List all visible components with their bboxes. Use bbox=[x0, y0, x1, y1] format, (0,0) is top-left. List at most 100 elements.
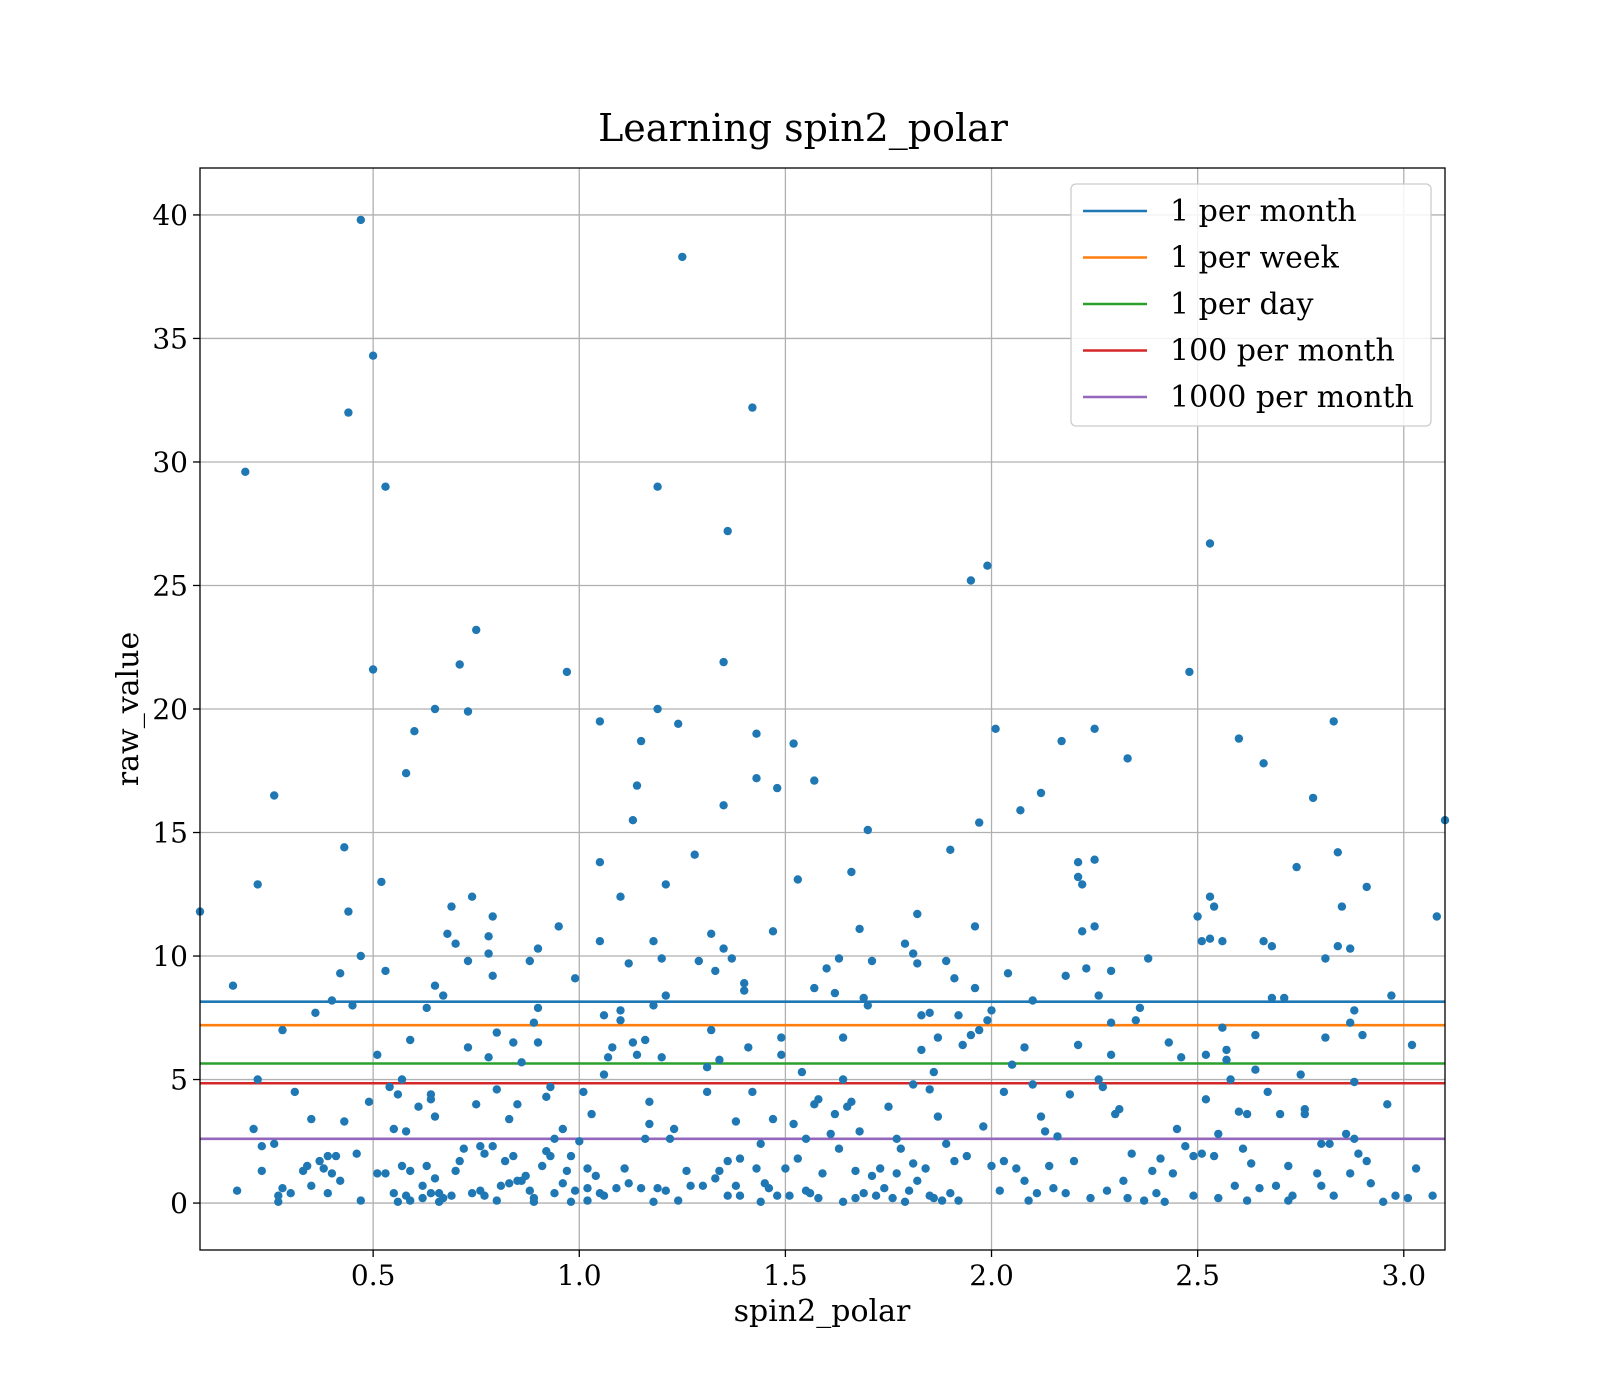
scatter-point bbox=[649, 1001, 658, 1010]
scatter-point bbox=[521, 1171, 530, 1181]
scatter-point bbox=[373, 1050, 382, 1060]
scatter-point bbox=[954, 1196, 963, 1205]
scatter-point bbox=[641, 1134, 650, 1144]
x-tick-label: 2.0 bbox=[969, 1259, 1014, 1292]
scatter-point bbox=[1222, 1045, 1231, 1055]
legend-box bbox=[1070, 183, 1432, 427]
scatter-point bbox=[599, 1011, 609, 1020]
scatter-point bbox=[278, 1184, 287, 1193]
scatter-point bbox=[488, 1142, 497, 1151]
scatter-point bbox=[987, 1161, 996, 1171]
scatter-point bbox=[1222, 1055, 1231, 1065]
scatter-point bbox=[1292, 862, 1301, 872]
scatter-point bbox=[810, 776, 819, 785]
scatter-point bbox=[983, 1016, 992, 1025]
scatter-point bbox=[735, 1154, 745, 1163]
scatter-point bbox=[566, 1151, 576, 1161]
scatter-point bbox=[1189, 1151, 1198, 1161]
scatter-point bbox=[406, 1196, 415, 1205]
scatter-point bbox=[270, 791, 279, 800]
scatter-point bbox=[575, 1137, 584, 1146]
scatter-point bbox=[661, 991, 670, 1000]
scatter-point bbox=[533, 1038, 543, 1047]
scatter-point bbox=[406, 1035, 415, 1045]
scatter-point bbox=[1168, 1169, 1178, 1178]
scatter-point bbox=[797, 1067, 807, 1077]
scatter-point bbox=[542, 1092, 551, 1102]
scatter-point bbox=[826, 1129, 835, 1139]
x-tick-label: 1.5 bbox=[763, 1259, 808, 1292]
scatter-point bbox=[422, 1003, 431, 1013]
scatter-point bbox=[480, 1149, 489, 1158]
scatter-point bbox=[702, 1063, 712, 1072]
scatter-point bbox=[348, 1001, 357, 1010]
scatter-point bbox=[587, 1109, 596, 1119]
scatter-point bbox=[1428, 1191, 1437, 1200]
scatter-point bbox=[1073, 858, 1083, 867]
scatter-point bbox=[311, 1008, 320, 1017]
scatter-point bbox=[430, 1174, 440, 1183]
scatter-point bbox=[368, 665, 378, 674]
scatter-point bbox=[381, 1169, 390, 1178]
scatter-point bbox=[653, 1184, 662, 1193]
scatter-point bbox=[628, 816, 638, 825]
scatter-point bbox=[727, 954, 736, 963]
legend: 1 per month 1 per week 1 per day 100 per mo… bbox=[1070, 183, 1432, 427]
scatter-point bbox=[925, 1085, 934, 1094]
scatter-point bbox=[533, 944, 543, 953]
scatter-point bbox=[558, 1179, 567, 1188]
scatter-point bbox=[966, 1030, 976, 1040]
scatter-point bbox=[917, 1011, 926, 1020]
scatter-point bbox=[558, 1124, 567, 1134]
scatter-point bbox=[509, 1038, 518, 1047]
scatter-point bbox=[1234, 1107, 1244, 1116]
scatter-point bbox=[1090, 855, 1099, 864]
scatter-point bbox=[1362, 882, 1371, 892]
scatter-point bbox=[756, 1139, 765, 1149]
scatter-point bbox=[1061, 971, 1070, 980]
scatter-point bbox=[975, 1025, 984, 1035]
scatter-point bbox=[1094, 1075, 1103, 1084]
scatter-point bbox=[657, 954, 666, 963]
scatter-point bbox=[509, 1151, 518, 1161]
scatter-point bbox=[1036, 1112, 1046, 1121]
scatter-point bbox=[707, 1025, 716, 1035]
scatter-point bbox=[801, 1134, 811, 1144]
scatter-point bbox=[1263, 1087, 1272, 1097]
scatter-point bbox=[1160, 1197, 1169, 1207]
scatter-point bbox=[228, 981, 238, 990]
scatter-point bbox=[1065, 1090, 1075, 1099]
scatter-point bbox=[1284, 1161, 1293, 1171]
scatter-point bbox=[1346, 944, 1355, 953]
scatter-point bbox=[810, 983, 819, 993]
scatter-point bbox=[773, 783, 782, 793]
scatter-point bbox=[595, 937, 605, 946]
scatter-point bbox=[472, 625, 481, 635]
scatter-point bbox=[789, 1119, 798, 1129]
scatter-point bbox=[550, 1189, 559, 1198]
scatter-point bbox=[1346, 1018, 1355, 1027]
scatter-point bbox=[327, 1169, 337, 1178]
scatter-point bbox=[636, 1184, 646, 1193]
scatter-point bbox=[1086, 1193, 1095, 1203]
scatter-point bbox=[270, 1139, 279, 1149]
scatter-point bbox=[641, 1035, 650, 1045]
scatter-point bbox=[987, 1006, 996, 1015]
scatter-point bbox=[1366, 1179, 1376, 1188]
scatter-point bbox=[500, 1156, 510, 1166]
scatter-point bbox=[863, 825, 872, 835]
scatter-point bbox=[1226, 1075, 1235, 1084]
scatter-point bbox=[1073, 872, 1083, 882]
scatter-point bbox=[942, 1139, 951, 1149]
scatter-point bbox=[1251, 1030, 1260, 1040]
legend-label: 1000 per month bbox=[1170, 380, 1414, 415]
scatter-point bbox=[711, 1174, 720, 1183]
x-axis-label: spin2_polar bbox=[734, 1294, 911, 1329]
scatter-point bbox=[1358, 1030, 1367, 1040]
scatter-point bbox=[1209, 902, 1219, 911]
scatter-point bbox=[492, 1028, 501, 1037]
scatter-point bbox=[303, 1161, 312, 1171]
scatter-point bbox=[1432, 912, 1442, 921]
scatter-point bbox=[1028, 996, 1037, 1005]
